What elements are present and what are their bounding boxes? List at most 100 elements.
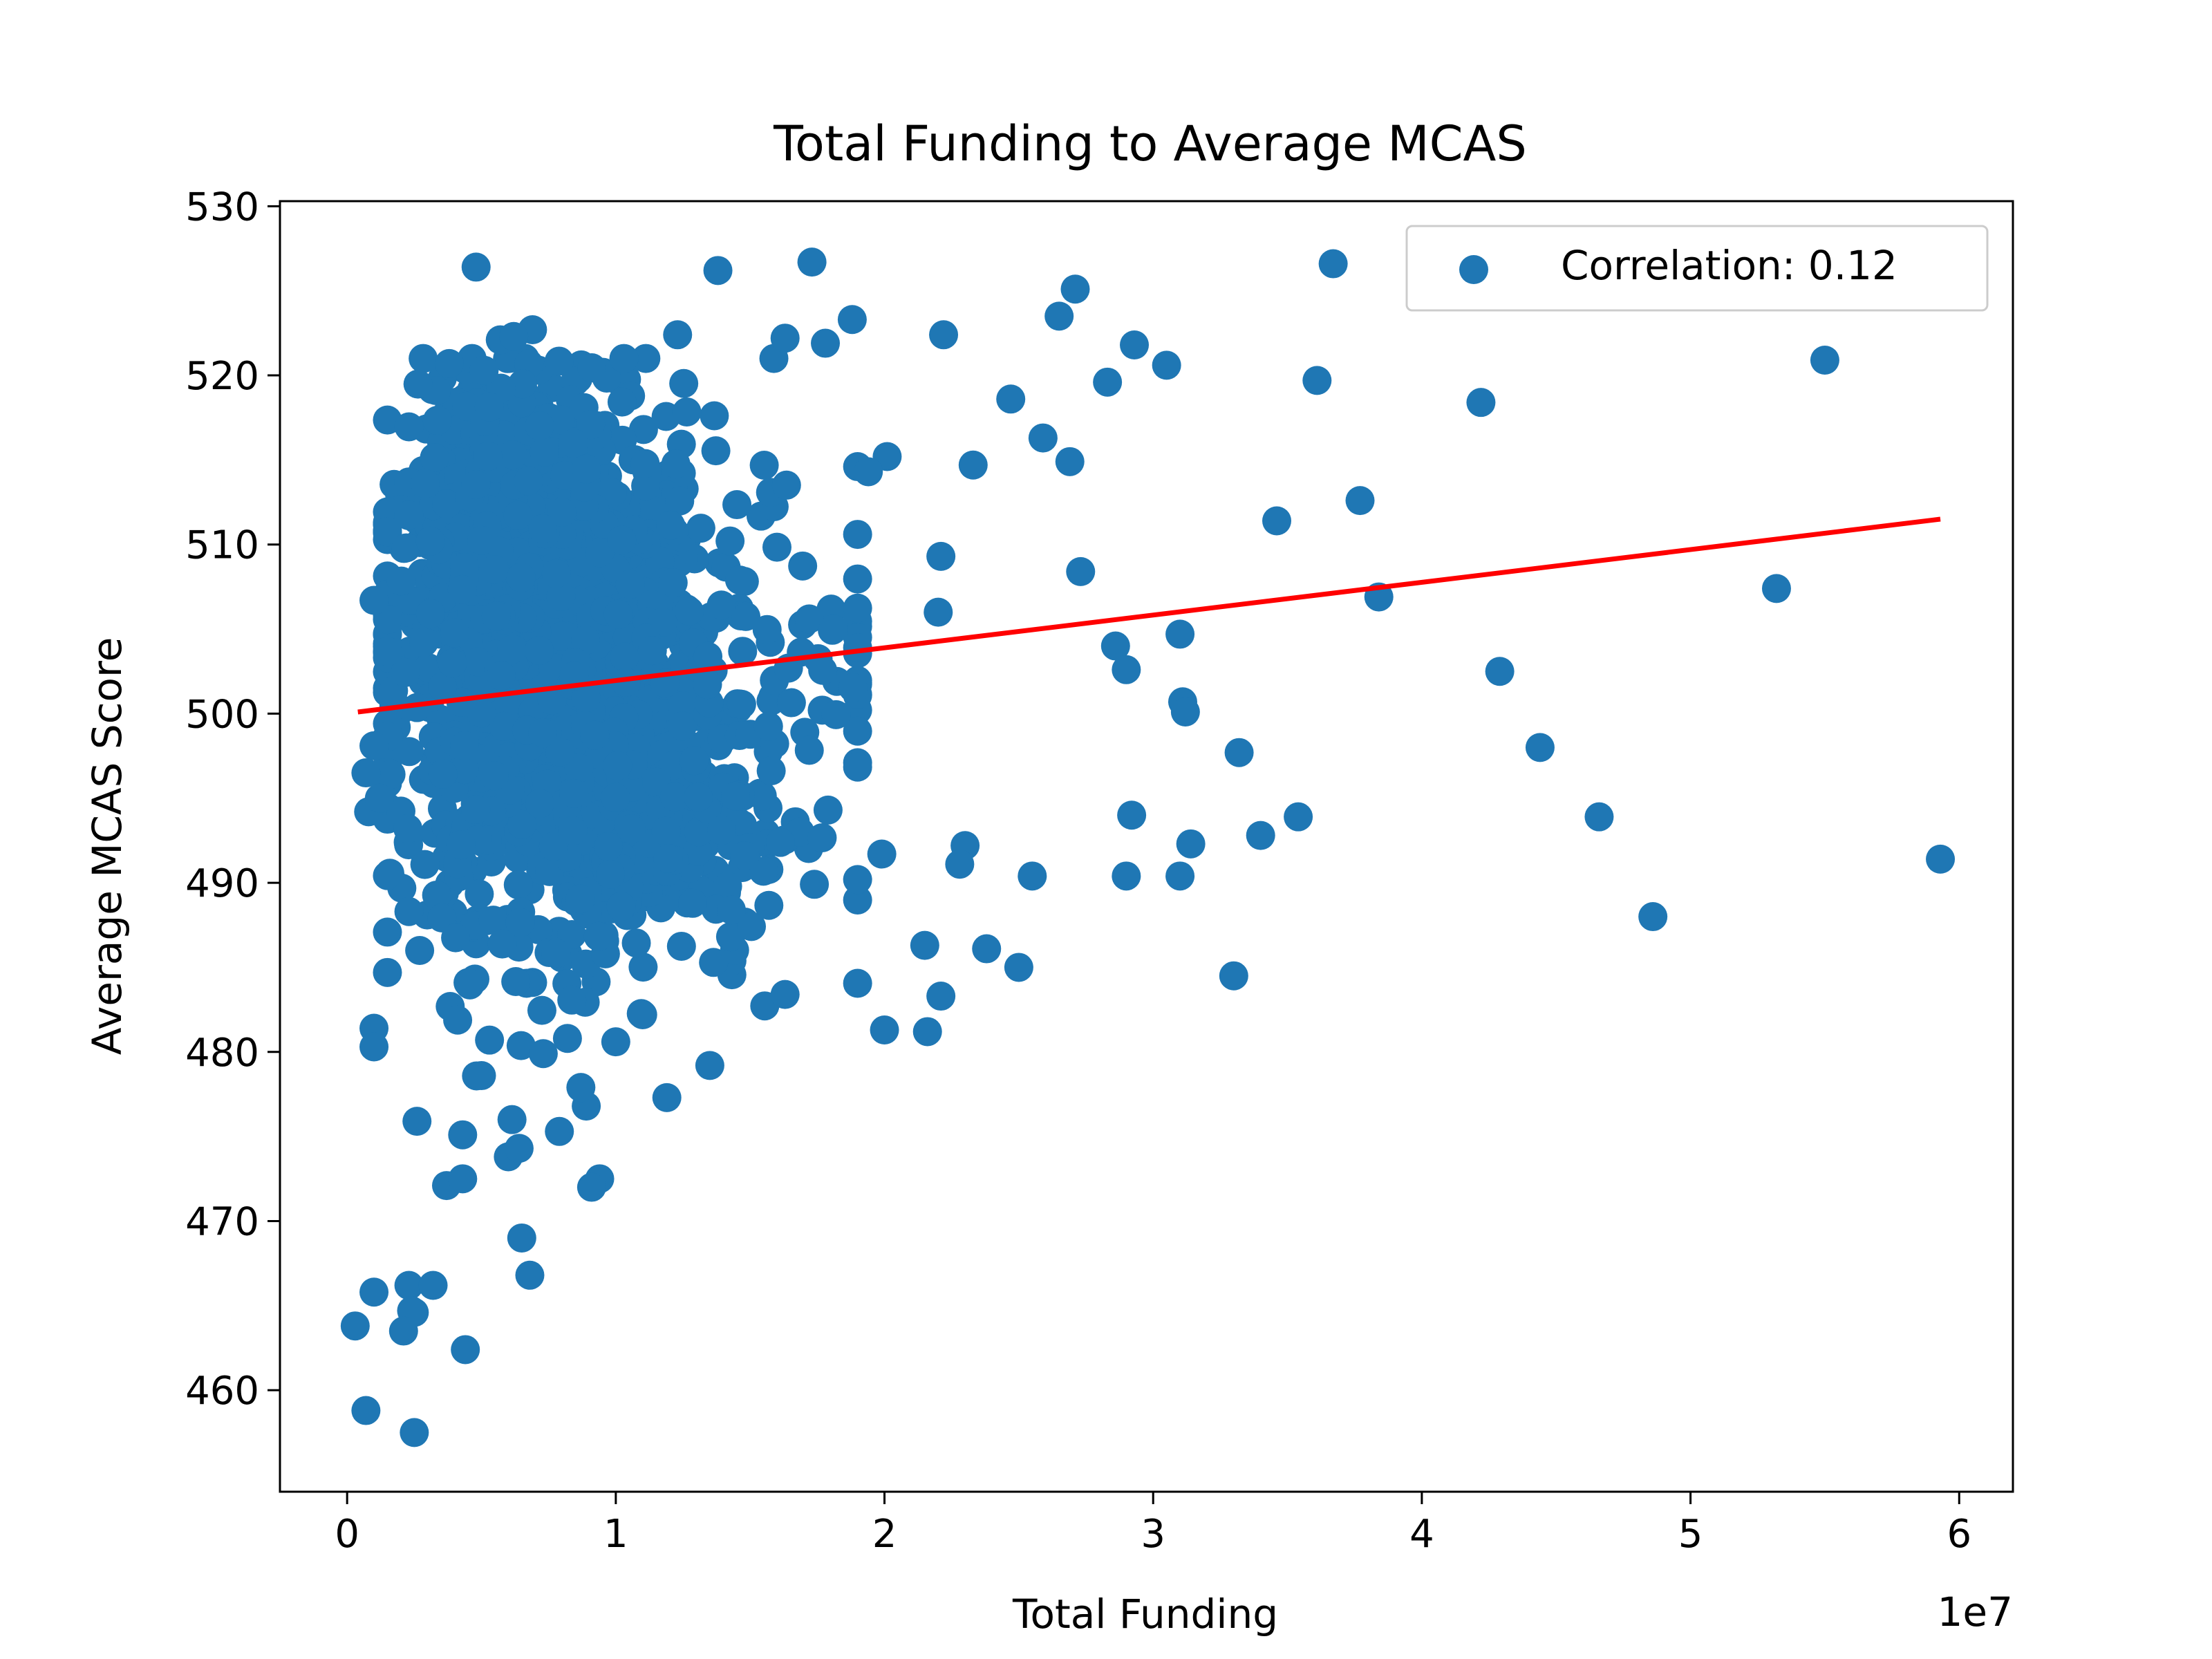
data-point [1112, 655, 1141, 684]
data-point [481, 601, 511, 631]
data-point [422, 880, 451, 910]
data-point [807, 823, 837, 852]
data-point [402, 1107, 432, 1136]
data-point [666, 931, 696, 961]
data-point [1176, 829, 1206, 859]
data-point [410, 850, 440, 879]
y-axis-title: Average MCAS Score [84, 637, 131, 1056]
data-point [1044, 301, 1074, 331]
data-point [1284, 802, 1313, 832]
data-point [583, 921, 613, 951]
data-point [713, 872, 742, 901]
data-point [507, 1223, 536, 1253]
data-point [1028, 423, 1058, 453]
data-point [1224, 738, 1254, 767]
data-point [637, 636, 667, 666]
data-point [651, 816, 681, 846]
data-point [514, 466, 543, 496]
data-point [693, 641, 723, 671]
data-point [929, 320, 959, 350]
data-point [837, 305, 867, 335]
data-point [572, 454, 601, 484]
data-point [506, 1031, 536, 1060]
data-point [720, 781, 750, 811]
data-point [376, 760, 406, 789]
data-point [811, 328, 841, 358]
data-point [428, 759, 458, 789]
data-point [546, 582, 576, 612]
data-point [420, 442, 449, 472]
data-point [475, 1025, 505, 1055]
data-point [415, 526, 445, 556]
data-point [601, 782, 630, 812]
data-point [449, 731, 479, 760]
data-point [716, 895, 746, 925]
data-point [656, 510, 686, 540]
data-point [762, 532, 791, 562]
data-point [747, 781, 777, 811]
data-point [489, 711, 518, 741]
data-point [405, 935, 435, 965]
data-point [770, 324, 800, 353]
data-point [373, 637, 402, 666]
data-point [527, 995, 556, 1025]
data-point [669, 368, 699, 398]
data-point [665, 486, 695, 516]
data-point [728, 637, 758, 666]
legend: Correlation: 0.12 [1405, 225, 1989, 312]
data-point [528, 514, 558, 543]
y-tick-label: 520 [185, 354, 259, 399]
data-point [700, 401, 729, 431]
data-point [679, 746, 709, 776]
legend-box [1405, 225, 1989, 312]
data-point [1219, 961, 1248, 991]
data-point [393, 814, 423, 843]
data-point [400, 1418, 429, 1447]
data-point [394, 500, 424, 530]
x-axis-title: Total Funding [1012, 1591, 1278, 1638]
data-point [684, 817, 713, 847]
data-point [515, 1260, 545, 1290]
data-point [1926, 844, 1956, 874]
data-point [364, 783, 394, 813]
data-point [528, 1039, 558, 1069]
y-tick-label: 470 [185, 1199, 259, 1244]
x-axis: 0 1 2 3 4 5 6 [335, 1492, 1971, 1557]
data-point [1120, 330, 1150, 359]
data-point [1246, 821, 1275, 850]
data-point [497, 1105, 527, 1134]
data-point [525, 411, 554, 440]
data-point [473, 442, 503, 471]
data-point [596, 859, 626, 889]
legend-label: Correlation: 0.12 [1561, 242, 1897, 289]
x-tick-label: 1 [603, 1512, 628, 1557]
data-point [1302, 366, 1332, 395]
data-point [467, 698, 496, 728]
data-point [1262, 506, 1292, 536]
data-point [607, 387, 637, 417]
data-point [480, 555, 509, 585]
data-point [394, 897, 424, 926]
data-point [359, 585, 389, 615]
y-tick-label: 500 [185, 692, 259, 737]
data-point [653, 843, 683, 873]
data-point [663, 320, 693, 350]
data-point [571, 683, 601, 713]
data-point [467, 525, 496, 555]
data-point [580, 720, 610, 750]
data-point [926, 982, 956, 1011]
x-tick-label: 3 [1141, 1512, 1165, 1557]
data-point [630, 449, 660, 478]
data-point [432, 489, 462, 519]
data-point [615, 570, 645, 599]
data-point [505, 908, 535, 937]
data-point [428, 672, 458, 702]
data-point [415, 599, 445, 628]
data-point [765, 827, 795, 857]
data-point [730, 841, 760, 870]
data-point [631, 471, 661, 500]
data-point [547, 498, 577, 527]
data-point [843, 520, 872, 550]
data-point [461, 470, 491, 500]
data-point [794, 735, 824, 765]
